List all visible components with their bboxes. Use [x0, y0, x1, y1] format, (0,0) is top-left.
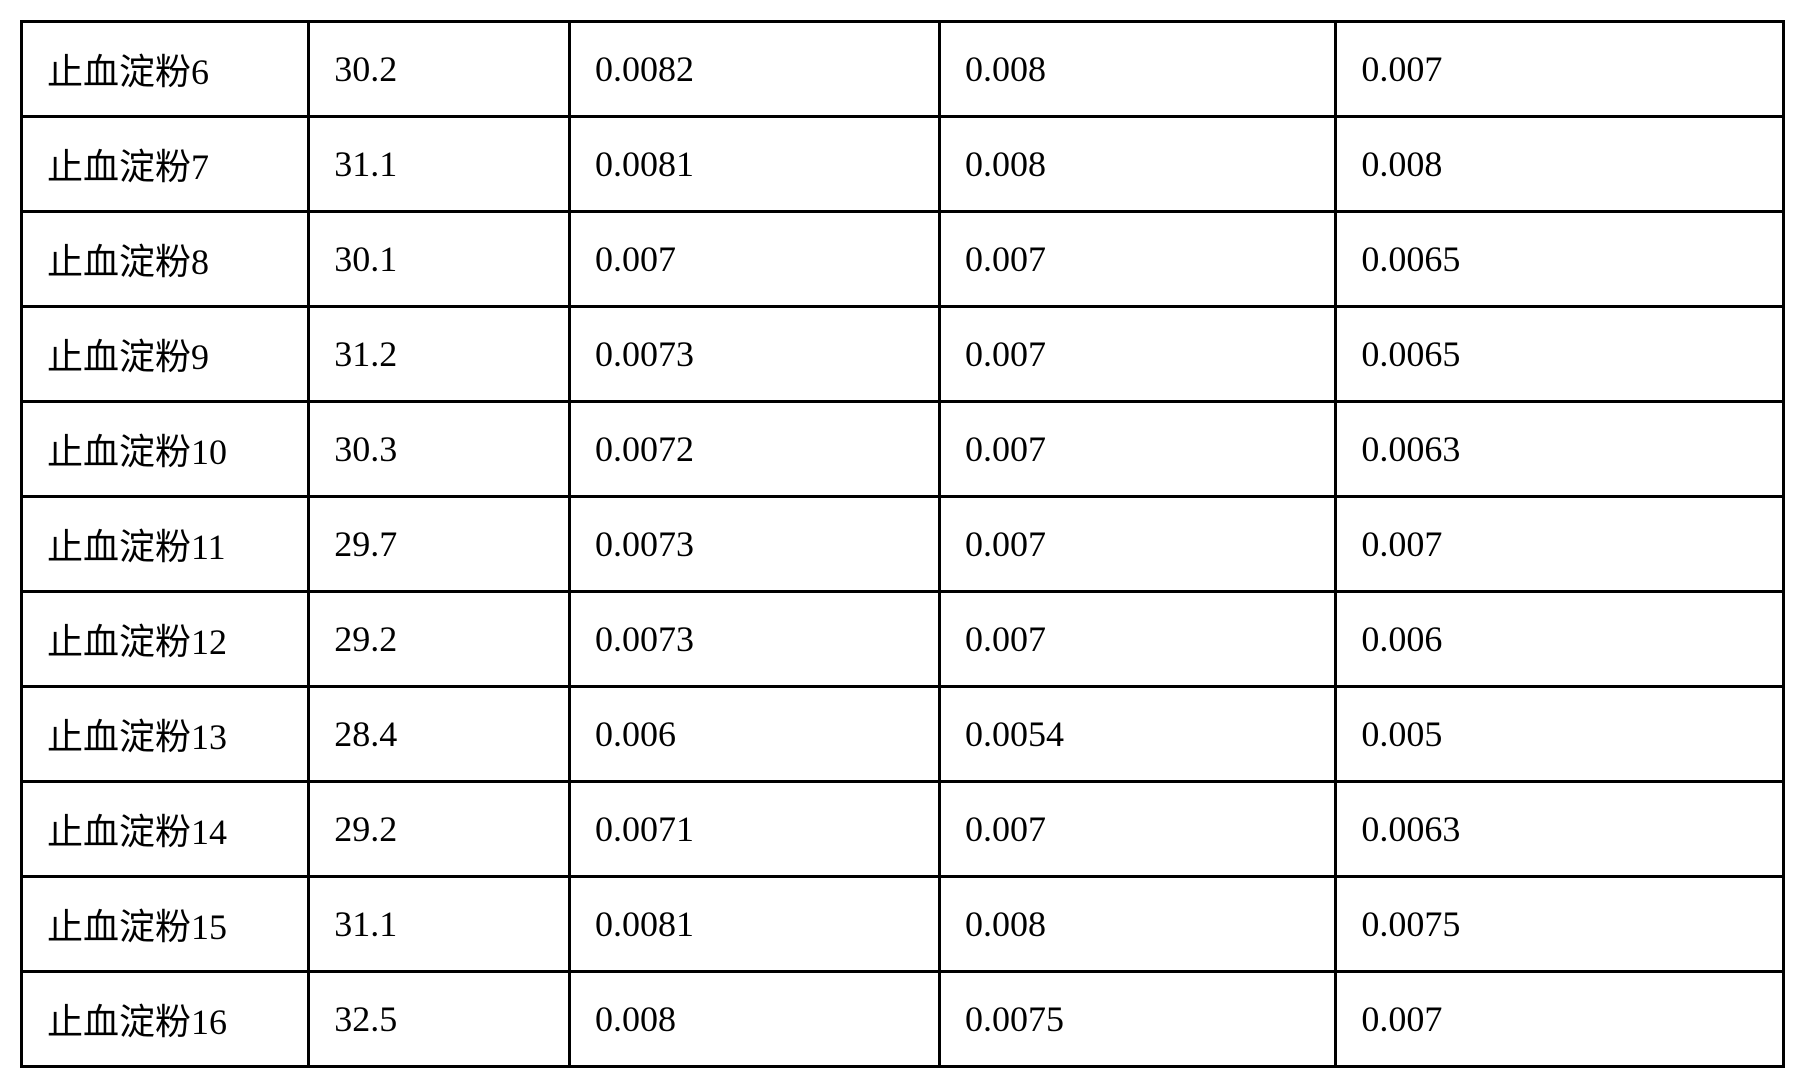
table-cell-value: 31.2: [309, 307, 570, 402]
table-cell-value: 0.007: [1336, 972, 1784, 1067]
table-row: 止血淀粉8 30.1 0.007 0.007 0.0065: [22, 212, 1784, 307]
table-cell-value: 30.3: [309, 402, 570, 497]
table-cell-value: 0.008: [939, 117, 1335, 212]
table-row: 止血淀粉6 30.2 0.0082 0.008 0.007: [22, 22, 1784, 117]
table-cell-label: 止血淀粉11: [22, 497, 309, 592]
table-row: 止血淀粉15 31.1 0.0081 0.008 0.0075: [22, 877, 1784, 972]
table-cell-value: 31.1: [309, 117, 570, 212]
table-cell-value: 0.008: [1336, 117, 1784, 212]
table-cell-value: 32.5: [309, 972, 570, 1067]
table-cell-label: 止血淀粉14: [22, 782, 309, 877]
table-row: 止血淀粉11 29.7 0.0073 0.007 0.007: [22, 497, 1784, 592]
table-cell-value: 0.0071: [569, 782, 939, 877]
table-cell-value: 0.0073: [569, 497, 939, 592]
table-cell-value: 0.006: [569, 687, 939, 782]
table-row: 止血淀粉9 31.2 0.0073 0.007 0.0065: [22, 307, 1784, 402]
table-cell-value: 28.4: [309, 687, 570, 782]
table-cell-value: 0.007: [939, 212, 1335, 307]
table-cell-value: 30.1: [309, 212, 570, 307]
table-cell-value: 0.0073: [569, 307, 939, 402]
table-row: 止血淀粉10 30.3 0.0072 0.007 0.0063: [22, 402, 1784, 497]
table-cell-label: 止血淀粉13: [22, 687, 309, 782]
table-cell-value: 0.0081: [569, 877, 939, 972]
table-cell-label: 止血淀粉8: [22, 212, 309, 307]
table-cell-label: 止血淀粉6: [22, 22, 309, 117]
table-cell-label: 止血淀粉16: [22, 972, 309, 1067]
table-row: 止血淀粉13 28.4 0.006 0.0054 0.005: [22, 687, 1784, 782]
table-row: 止血淀粉12 29.2 0.0073 0.007 0.006: [22, 592, 1784, 687]
table-cell-value: 0.0072: [569, 402, 939, 497]
table-cell-value: 0.007: [1336, 497, 1784, 592]
table-cell-value: 29.7: [309, 497, 570, 592]
table-cell-value: 0.008: [939, 22, 1335, 117]
table-cell-value: 0.008: [569, 972, 939, 1067]
table-cell-value: 0.0073: [569, 592, 939, 687]
table-cell-value: 0.0054: [939, 687, 1335, 782]
table-cell-label: 止血淀粉7: [22, 117, 309, 212]
table-cell-value: 0.0063: [1336, 782, 1784, 877]
table-cell-value: 0.0075: [1336, 877, 1784, 972]
table-row: 止血淀粉16 32.5 0.008 0.0075 0.007: [22, 972, 1784, 1067]
table-cell-value: 0.0063: [1336, 402, 1784, 497]
table-cell-value: 29.2: [309, 592, 570, 687]
table-cell-value: 29.2: [309, 782, 570, 877]
table-cell-label: 止血淀粉10: [22, 402, 309, 497]
table-cell-label: 止血淀粉12: [22, 592, 309, 687]
data-table-container: 止血淀粉6 30.2 0.0082 0.008 0.007 止血淀粉7 31.1…: [20, 20, 1785, 1068]
table-cell-value: 30.2: [309, 22, 570, 117]
table-cell-value: 31.1: [309, 877, 570, 972]
table-cell-value: 0.007: [569, 212, 939, 307]
table-cell-value: 0.007: [939, 402, 1335, 497]
table-cell-value: 0.0065: [1336, 307, 1784, 402]
table-cell-value: 0.0065: [1336, 212, 1784, 307]
table-cell-label: 止血淀粉15: [22, 877, 309, 972]
table-cell-value: 0.007: [1336, 22, 1784, 117]
table-cell-value: 0.005: [1336, 687, 1784, 782]
table-cell-value: 0.008: [939, 877, 1335, 972]
table-cell-value: 0.006: [1336, 592, 1784, 687]
table-cell-value: 0.007: [939, 497, 1335, 592]
table-cell-value: 0.0081: [569, 117, 939, 212]
table-row: 止血淀粉7 31.1 0.0081 0.008 0.008: [22, 117, 1784, 212]
table-cell-value: 0.007: [939, 782, 1335, 877]
data-table: 止血淀粉6 30.2 0.0082 0.008 0.007 止血淀粉7 31.1…: [20, 20, 1785, 1068]
table-row: 止血淀粉14 29.2 0.0071 0.007 0.0063: [22, 782, 1784, 877]
table-cell-value: 0.007: [939, 307, 1335, 402]
table-body: 止血淀粉6 30.2 0.0082 0.008 0.007 止血淀粉7 31.1…: [22, 22, 1784, 1067]
table-cell-value: 0.0082: [569, 22, 939, 117]
table-cell-value: 0.0075: [939, 972, 1335, 1067]
table-cell-label: 止血淀粉9: [22, 307, 309, 402]
table-cell-value: 0.007: [939, 592, 1335, 687]
